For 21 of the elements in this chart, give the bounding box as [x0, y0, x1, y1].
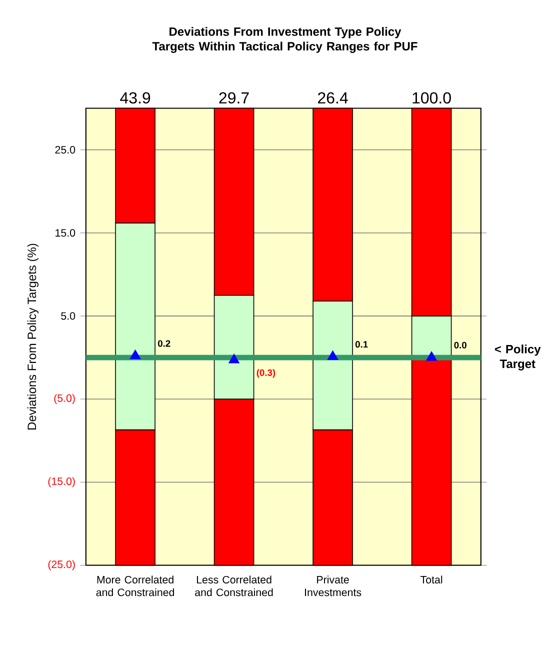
x-tick-label: Total	[420, 576, 442, 584]
data-label: 0.0	[454, 342, 466, 348]
y-tick-label: 5.0	[61, 312, 76, 320]
data-label: 0.1	[355, 341, 368, 348]
x-tick-label: Private Investments	[304, 576, 362, 596]
y-tick-label: (5.0)	[54, 394, 75, 404]
y-tick-label: (25.0)	[48, 560, 75, 570]
x-tick-label: More Correlated and Constrained	[96, 576, 174, 596]
y-tick-label: (15.0)	[48, 477, 75, 488]
annotation: 43.9	[120, 92, 150, 104]
y-tick-label: 25.0	[55, 146, 76, 154]
chart-title: Deviations From Investment Type Policy Targets Within Tactical Policy Ranges for PUF	[152, 27, 418, 53]
x-tick-label: Less Correlated and Constrained	[195, 576, 273, 596]
annotation: 26.4	[318, 92, 348, 104]
ref-line-label: < Policy Target	[494, 344, 541, 370]
annotation: 29.7	[219, 92, 249, 104]
annotation: 100.0	[412, 92, 451, 104]
data-label: (0.3)	[256, 369, 276, 378]
y-axis-title: Deviations From Policy Targets (%)	[27, 244, 38, 430]
y-tick-label: 15.0	[56, 229, 76, 237]
data-label: 0.2	[158, 340, 170, 347]
